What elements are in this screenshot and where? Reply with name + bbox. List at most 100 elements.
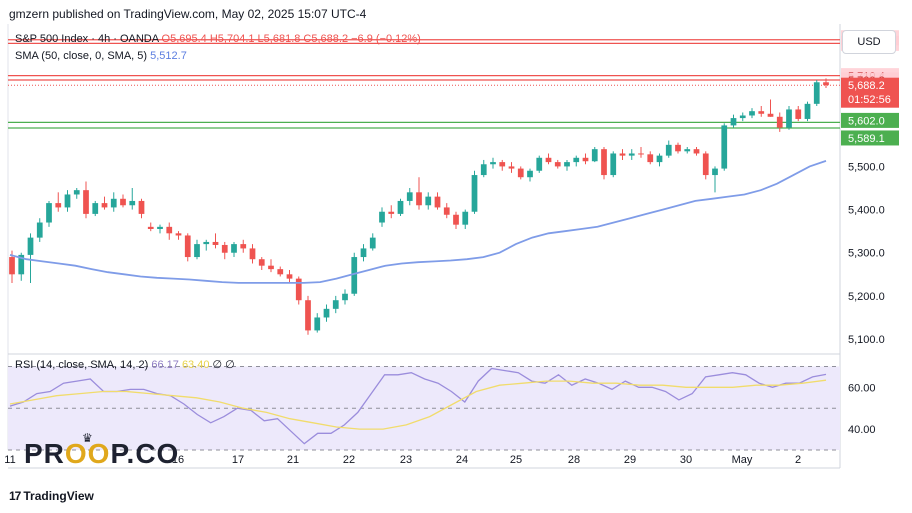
candle-body	[221, 244, 228, 253]
candle-86	[804, 101, 811, 122]
candle-body	[490, 162, 496, 165]
candle-body	[129, 200, 136, 206]
candle-body	[712, 168, 718, 176]
candle-79	[739, 112, 746, 122]
level-tag-6-bg	[841, 130, 899, 146]
candle-body	[554, 162, 561, 167]
candle-43	[406, 188, 413, 206]
candle-body	[443, 207, 450, 215]
candle-body	[573, 157, 580, 163]
sma-legend: SMA (50, close, 0, SMA, 5) 5,512.7	[15, 50, 187, 62]
candle-body	[73, 190, 80, 195]
candle-body	[434, 196, 441, 208]
candle-61	[573, 155, 580, 167]
candle-67	[628, 149, 635, 160]
time-tick-label-1: 16	[172, 454, 184, 466]
candle-body	[665, 144, 672, 156]
candle-83	[776, 112, 783, 132]
candle-70	[656, 153, 663, 167]
candle-47	[443, 203, 450, 219]
candle-74	[693, 147, 700, 156]
candle-34	[323, 304, 330, 322]
candle-59	[554, 159, 561, 169]
candle-body	[314, 317, 321, 331]
candle-body	[453, 214, 459, 225]
candle-body	[194, 244, 200, 258]
candle-body	[240, 244, 247, 249]
tradingview-footer[interactable]: 17 TradingView	[9, 489, 94, 503]
candle-75	[702, 151, 709, 180]
candle-body	[388, 211, 395, 214]
candle-58	[545, 153, 552, 165]
candle-51	[480, 159, 487, 178]
candle-body	[351, 257, 358, 294]
candle-5	[55, 192, 62, 212]
candle-40	[379, 207, 385, 227]
candle-50	[471, 170, 478, 214]
candle-body	[9, 257, 15, 275]
candle-77	[721, 123, 728, 171]
candle-78	[730, 114, 737, 128]
symbol-name[interactable]: S&P 500 Index · 4h · OANDA	[15, 33, 159, 45]
price-tick-label-0: 5,100.0	[848, 334, 885, 346]
candle-body	[203, 241, 210, 245]
time-tick-label-11: May	[732, 454, 753, 466]
candle-body	[110, 198, 117, 208]
time-tick-label-2: 17	[232, 454, 244, 466]
candle-8	[83, 181, 89, 219]
candle-44	[416, 177, 422, 210]
sma-value: 5,512.7	[150, 50, 187, 62]
rsi-ma-value: 63.40	[181, 359, 210, 371]
time-tick-label-10: 30	[680, 454, 692, 466]
currency-button[interactable]: USD	[842, 30, 896, 54]
candle-88	[823, 78, 829, 88]
candle-body	[249, 248, 256, 260]
time-tick-label-9: 29	[624, 454, 636, 466]
rsi-value: 66.17	[151, 359, 179, 371]
candle-39	[369, 233, 376, 251]
candle-73	[684, 147, 691, 154]
rsi-legend: RSI (14, close, SMA, 14, 2) 66.17 63.40 …	[15, 358, 235, 371]
candle-62	[582, 153, 589, 165]
time-tick-label-5: 23	[400, 454, 412, 466]
candle-body	[795, 109, 802, 119]
ohlc-values: O5,695.4 H5,704.1 L5,681.8 C5,688.2 −6.9…	[161, 33, 421, 45]
candle-body	[471, 175, 478, 212]
candle-52	[490, 157, 496, 169]
sma-label[interactable]: SMA (50, close, 0, SMA, 5)	[15, 50, 148, 62]
watermark-logo: PROOP.CO	[24, 438, 180, 469]
level-tag-5: 5,602.0	[848, 115, 885, 127]
candle-body	[480, 164, 487, 176]
candle-body	[406, 192, 413, 201]
candle-body	[508, 166, 515, 169]
candle-body	[332, 300, 339, 309]
candle-body	[184, 235, 191, 258]
candle-body	[231, 244, 237, 253]
candle-17	[166, 222, 173, 240]
candle-body	[564, 162, 570, 167]
candle-body	[425, 196, 432, 206]
candle-body	[120, 198, 126, 206]
sma-line	[9, 160, 827, 284]
candle-4	[46, 200, 52, 227]
candle-45	[425, 192, 432, 210]
candle-42	[397, 198, 404, 217]
candle-22	[212, 233, 219, 249]
candle-body	[693, 149, 700, 154]
candle-body	[721, 125, 728, 169]
candle-27	[258, 257, 265, 270]
candle-9	[92, 200, 99, 217]
rsi-label[interactable]: RSI (14, close, SMA, 14, 2)	[15, 359, 149, 371]
rsi-extra: ∅ ∅	[212, 359, 235, 371]
candle-body	[813, 82, 820, 104]
candle-32	[305, 295, 311, 335]
time-tick-label-6: 24	[456, 454, 468, 466]
candle-54	[508, 162, 515, 173]
candle-46	[434, 192, 441, 210]
candle-19	[184, 233, 191, 262]
candle-14	[138, 198, 145, 219]
candle-body	[342, 293, 348, 301]
candle-13	[129, 188, 136, 210]
tradingview-logo-text: TradingView	[23, 489, 94, 503]
